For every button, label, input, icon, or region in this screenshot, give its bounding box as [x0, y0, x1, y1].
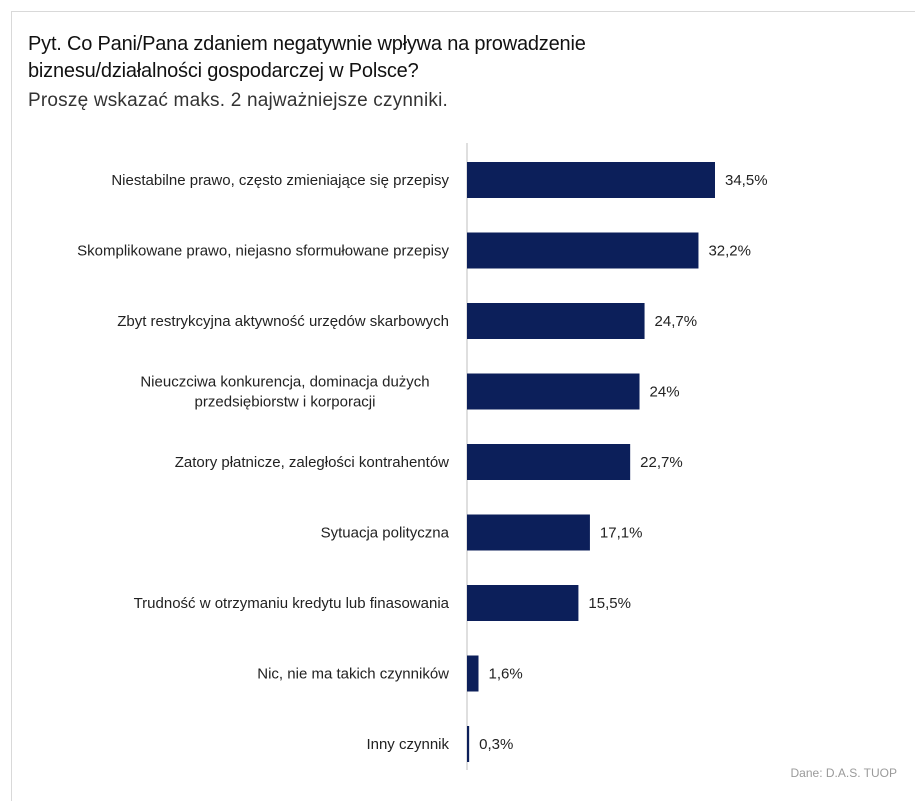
- category-label-8: Inny czynnik: [366, 736, 449, 753]
- chart-frame: [11, 11, 915, 801]
- value-label-8: 0,3%: [479, 736, 513, 753]
- value-label-3: 24%: [650, 384, 680, 401]
- value-label-7: 1,6%: [489, 666, 523, 683]
- chart-title: Pyt. Co Pani/Pana zdaniem negatywnie wpł…: [28, 33, 586, 82]
- category-label-2: Zbyt restrykcyjna aktywność urzędów skar…: [117, 313, 449, 330]
- bar-3: [467, 373, 640, 410]
- bar-0: [467, 162, 715, 198]
- category-label-0: Niestabilne prawo, często zmieniające si…: [111, 172, 449, 189]
- category-label-7: Nic, nie ma takich czynników: [257, 666, 449, 683]
- value-label-4: 22,7%: [640, 454, 683, 471]
- bar-7: [467, 655, 479, 692]
- value-label-0: 34,5%: [725, 172, 768, 189]
- value-label-6: 15,5%: [588, 595, 631, 612]
- bar-6: [467, 585, 579, 621]
- category-label-5: Sytuacja polityczna: [321, 525, 450, 542]
- bar-5: [467, 514, 590, 551]
- chart-subtitle: Proszę wskazać maks. 2 najważniejsze czy…: [28, 90, 448, 111]
- bar-4: [467, 444, 631, 480]
- category-label-3: Nieuczciwa konkurencja, dominacja dużych…: [140, 374, 429, 411]
- value-label-1: 32,2%: [708, 243, 751, 260]
- category-label-4: Zatory płatnicze, zaległości kontrahentó…: [175, 454, 449, 471]
- bar-2: [467, 303, 645, 339]
- bar-8: [467, 726, 470, 762]
- bar-1: [467, 232, 699, 269]
- source-note: Dane: D.A.S. TUOP: [790, 766, 897, 780]
- value-label-2: 24,7%: [655, 313, 698, 330]
- value-label-5: 17,1%: [600, 525, 643, 542]
- category-label-1: Skomplikowane prawo, niejasno sformułowa…: [77, 243, 449, 260]
- category-label-6: Trudność w otrzymaniu kredytu lub finaso…: [134, 595, 450, 612]
